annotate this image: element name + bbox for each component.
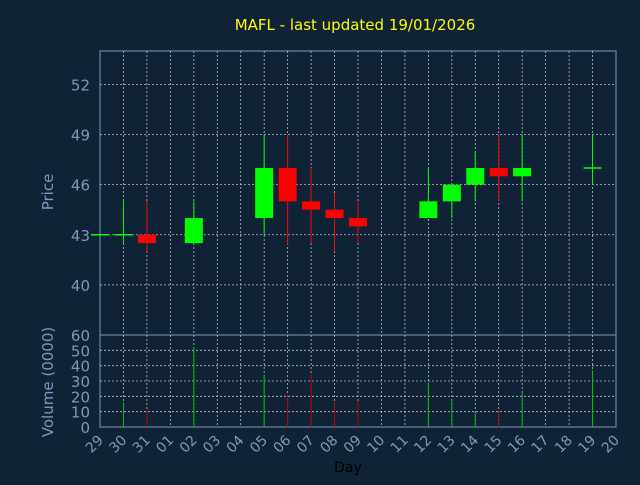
candle-body [442, 184, 461, 202]
candle-body [137, 234, 156, 244]
candle-body [278, 167, 297, 202]
x-tick-label: 07 [294, 433, 318, 457]
candle-body [466, 167, 485, 185]
candle-body [255, 167, 274, 219]
chart-title: MAFL - last updated 19/01/2026 [235, 16, 476, 34]
x-tick-label: 06 [271, 432, 295, 456]
x-tick-label: 13 [435, 433, 459, 457]
volume-tick-label: 20 [71, 388, 90, 406]
x-axis-label: Day [334, 460, 362, 476]
x-tick-label: 14 [458, 432, 482, 456]
candle-body [325, 209, 344, 219]
x-tick-label: 31 [130, 433, 154, 457]
volume-tick-label: 10 [71, 404, 90, 422]
x-tick-label: 10 [364, 433, 388, 457]
x-tick-label: 01 [153, 433, 177, 457]
x-tick-label: 08 [317, 433, 341, 457]
x-tick-label: 19 [575, 433, 599, 457]
volume-tick-label: 40 [71, 358, 90, 376]
price-tick-label: 49 [71, 127, 90, 145]
plot-layer: 29 30 31 01 02 03 04 05 06 07 08 09 10 11 12 13 14 15 16 17… [71, 50, 623, 457]
price-tick-label: 46 [71, 177, 90, 195]
volume-tick-label: 30 [71, 373, 90, 391]
candle-body [419, 201, 438, 219]
volume-tick-label: 60 [71, 327, 90, 345]
x-tick-label: 30 [106, 433, 130, 457]
x-tick-label: 03 [200, 433, 224, 457]
volume-tick-label: 50 [71, 342, 90, 360]
volume-axis-label: Volume (0000) [39, 327, 57, 437]
price-tick-label: 43 [71, 227, 90, 245]
price-axis-label: Price [39, 174, 57, 211]
x-tick-label: 20 [599, 433, 623, 457]
x-tick-label: 12 [411, 433, 435, 457]
x-tick-label: 17 [529, 433, 553, 457]
candle-body [302, 201, 321, 210]
x-tick-label: 16 [505, 432, 529, 456]
x-tick-label: 15 [482, 433, 506, 457]
candle-body [513, 167, 532, 177]
candle-body [489, 167, 508, 177]
x-tick-label: 18 [552, 433, 576, 457]
volume-tick-label: 0 [80, 419, 90, 437]
x-tick-label: 09 [341, 433, 365, 457]
price-tick-label: 40 [71, 277, 90, 295]
price-tick-label: 52 [71, 76, 90, 94]
candle-body [349, 218, 367, 227]
candle-body [184, 218, 203, 244]
x-tick-label: 02 [177, 433, 201, 457]
x-tick-label: 04 [224, 432, 248, 456]
x-tick-label: 05 [247, 433, 271, 457]
x-tick-label: 11 [388, 433, 412, 457]
